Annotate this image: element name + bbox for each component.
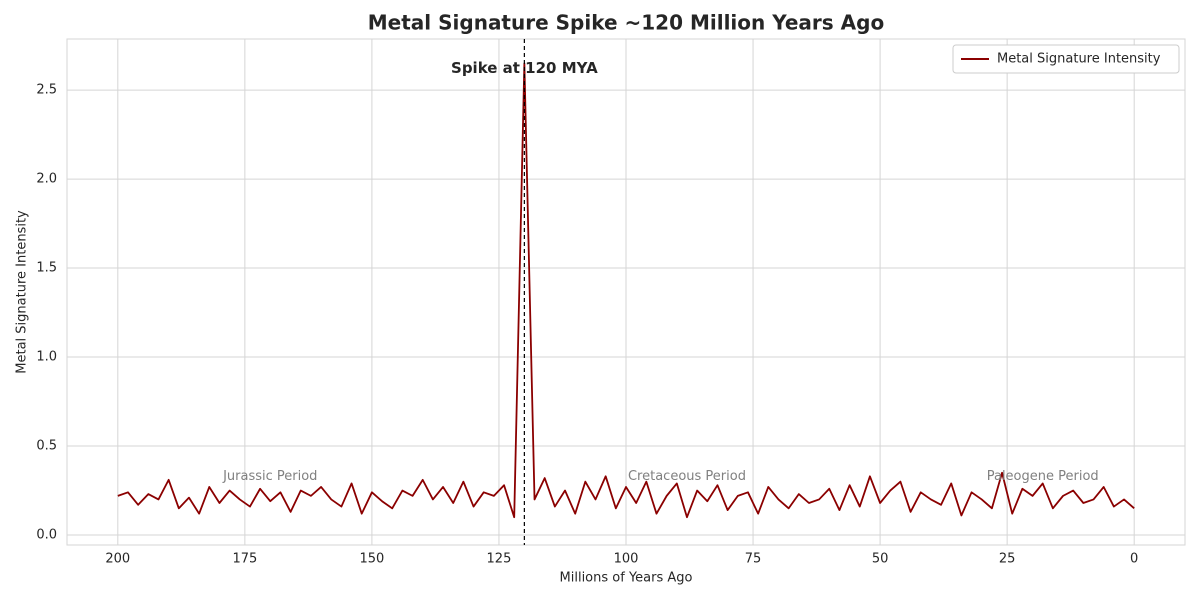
y-tick-label: 2.5 [36, 83, 57, 98]
x-tick-label: 25 [999, 552, 1016, 567]
x-tick-label: 150 [359, 552, 384, 567]
data-line [117, 62, 1135, 519]
y-tick-label: 1.5 [36, 261, 57, 276]
y-tick-label: 0.5 [36, 439, 57, 454]
plot-frame [66, 38, 1186, 546]
x-tick-label: 125 [487, 552, 512, 567]
y-tick-label: 2.0 [36, 172, 57, 187]
annotation: Paleogene Period [987, 469, 1099, 484]
x-tick-label: 75 [745, 552, 762, 567]
annotation: Cretaceous Period [628, 469, 746, 484]
x-tick-label: 100 [614, 552, 639, 567]
annotation: Spike at 120 MYA [451, 59, 598, 77]
annotation: Jurassic Period [222, 469, 317, 484]
x-tick-label: 200 [105, 552, 130, 567]
y-axis-label: Metal Signature Intensity [15, 210, 30, 374]
legend-box [952, 44, 1180, 74]
y-tick-label: 0.0 [36, 528, 57, 543]
x-tick-label: 50 [872, 552, 889, 567]
x-tick-label: 175 [232, 552, 257, 567]
x-tick-label: 0 [1130, 552, 1138, 567]
y-tick-label: 1.0 [36, 350, 57, 365]
legend-label: Metal Signature Intensity [997, 52, 1161, 67]
chart-title: Metal Signature Spike ~120 Million Years… [368, 11, 884, 35]
x-axis-label: Millions of Years Ago [560, 571, 693, 586]
